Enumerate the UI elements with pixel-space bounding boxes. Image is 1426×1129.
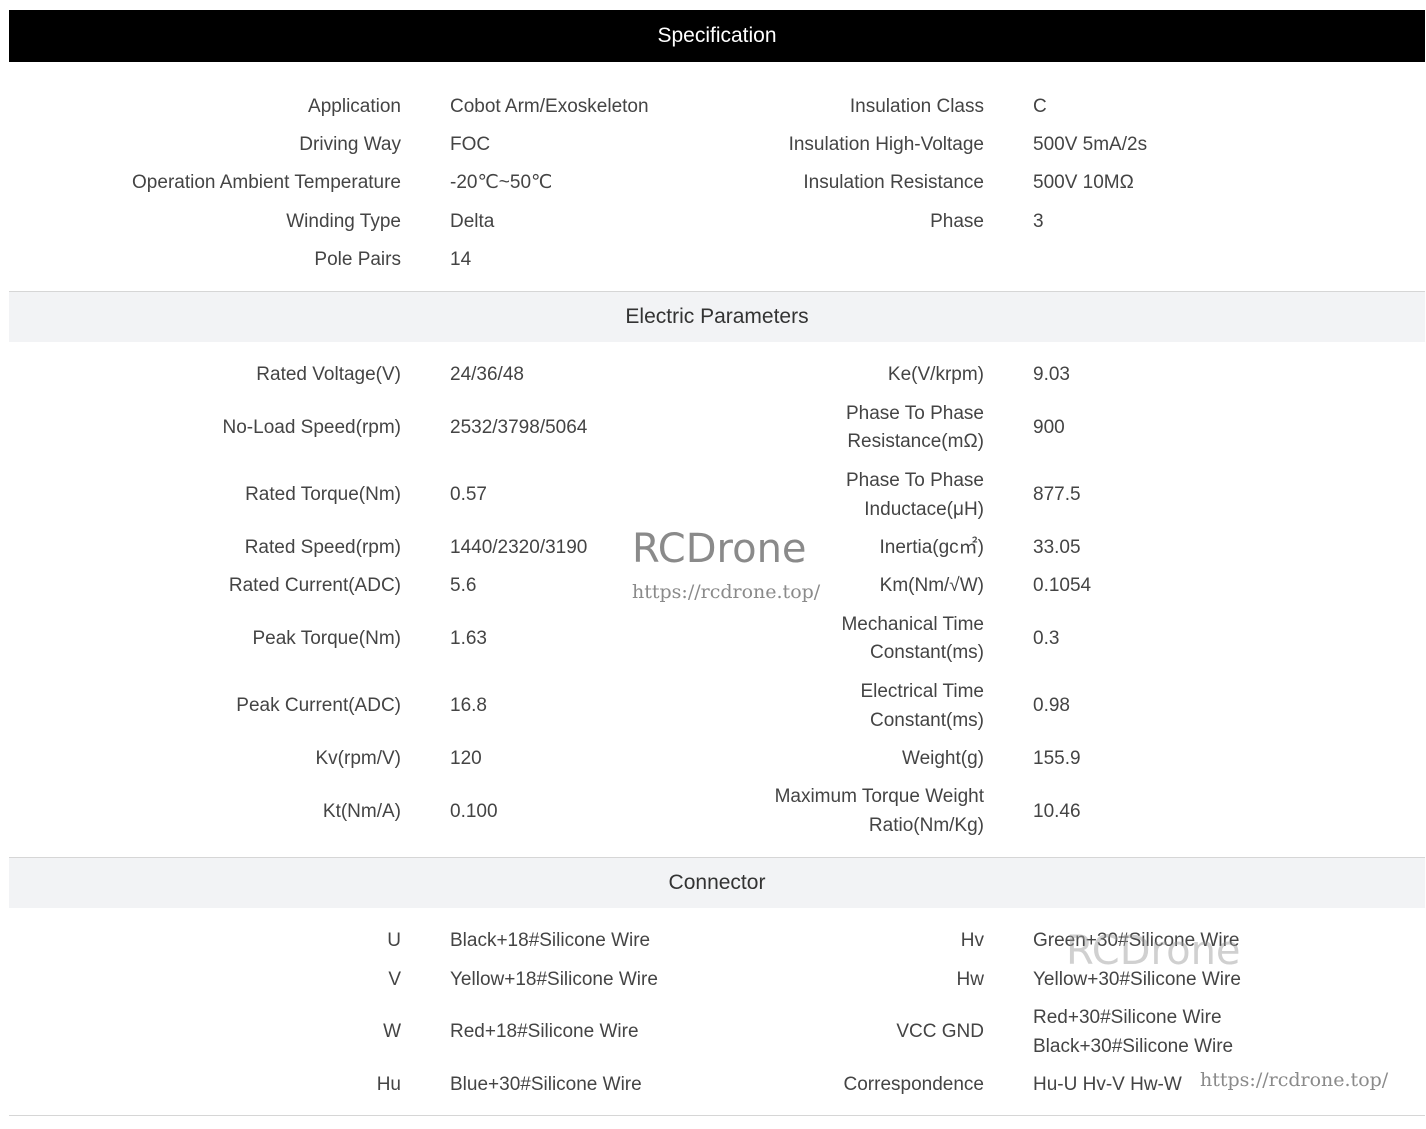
spec-label: Driving Way xyxy=(299,134,401,155)
spec-label: Insulation Resistance xyxy=(803,172,984,193)
connector-label: W xyxy=(383,1021,401,1042)
section-title: Connector xyxy=(668,871,766,894)
electric-label-line2: Inductace(μH) xyxy=(864,499,984,520)
watermark-url: https://rcdrone.top/ xyxy=(632,581,821,603)
watermark-url-bottom: https://rcdrone.top/ xyxy=(1200,1069,1389,1091)
spec-label: Insulation Class xyxy=(849,96,984,117)
spec-label: Operation Ambient Temperature xyxy=(132,172,401,193)
electric-label: Inertia(gc㎡) xyxy=(879,537,984,558)
spec-label: Phase xyxy=(930,211,984,232)
electric-value: 155.9 xyxy=(1033,748,1081,769)
electric-value: 0.1054 xyxy=(1033,575,1092,596)
electric-label: Ke(V/krpm) xyxy=(887,364,984,385)
connector-value: Yellow+30#Silicone Wire xyxy=(1033,969,1241,990)
connector-label: V xyxy=(388,969,401,990)
connector-value: Blue+30#Silicone Wire xyxy=(450,1074,642,1095)
connector-value: Red+30#Silicone Wire xyxy=(1033,1007,1222,1028)
electric-label: No-Load Speed(rpm) xyxy=(222,417,401,438)
electric-label: Rated Speed(rpm) xyxy=(244,537,401,558)
watermark-brand-faint: RCDrone xyxy=(1066,928,1241,974)
electric-label: Kv(rpm/V) xyxy=(315,748,402,769)
electric-value: 877.5 xyxy=(1033,484,1081,505)
connector-label: Hv xyxy=(960,930,984,951)
spec-value: 500V 5mA/2s xyxy=(1033,134,1148,155)
electric-value: 2532/3798/5064 xyxy=(450,417,588,438)
electric-label-line2: Resistance(mΩ) xyxy=(847,431,984,452)
connector-value: Hu-U Hv-V Hw-W xyxy=(1033,1074,1182,1095)
spec-value: 500V 10MΩ xyxy=(1033,172,1134,193)
section-header-connector: Connector xyxy=(9,857,1425,908)
electric-value: 1.63 xyxy=(450,628,487,649)
connector-label: Hu xyxy=(376,1074,401,1095)
section-header-specification: Specification xyxy=(9,10,1425,62)
electric-label: Electrical Time xyxy=(860,681,984,702)
spec-value: Delta xyxy=(450,211,495,232)
section-title: Electric Parameters xyxy=(625,305,809,328)
spec-value: 14 xyxy=(450,249,472,270)
connector-label: Hw xyxy=(956,969,984,990)
connector-value: Red+18#Silicone Wire xyxy=(450,1021,639,1042)
electric-value: 0.98 xyxy=(1033,695,1070,716)
electric-label: Peak Current(ADC) xyxy=(236,695,401,716)
section-header-electric-parameters: Electric Parameters xyxy=(9,291,1425,342)
electric-value: 1440/2320/3190 xyxy=(450,537,588,558)
electric-label-line2: Constant(ms) xyxy=(869,642,984,663)
electric-value: 900 xyxy=(1033,417,1065,438)
spec-value: Cobot Arm/Exoskeleton xyxy=(450,96,649,117)
electric-label: Km(Nm/√W) xyxy=(879,575,984,596)
electric-value: 33.05 xyxy=(1033,537,1081,558)
connector-value-line2: Black+30#Silicone Wire xyxy=(1033,1036,1234,1057)
spec-label: Application xyxy=(308,96,401,117)
electric-label: Kt(Nm/A) xyxy=(322,801,401,822)
connector-label: Correspondence xyxy=(843,1074,984,1095)
spec-label: Insulation High-Voltage xyxy=(788,134,984,155)
electric-label: Peak Torque(Nm) xyxy=(252,628,401,649)
section-title: Specification xyxy=(657,24,777,47)
connector-value: Black+18#Silicone Wire xyxy=(450,930,651,951)
electric-label: Rated Torque(Nm) xyxy=(245,484,401,505)
electric-value: 24/36/48 xyxy=(450,364,524,385)
electric-label-line2: Ratio(Nm/Kg) xyxy=(868,815,984,836)
electric-value: 120 xyxy=(450,748,482,769)
spec-value: 3 xyxy=(1033,211,1044,232)
connector-value: Green+30#Silicone Wire xyxy=(1033,930,1240,951)
electric-value: 0.100 xyxy=(450,801,498,822)
electric-label: Mechanical Time xyxy=(841,614,984,635)
spec-label: Pole Pairs xyxy=(314,249,401,270)
bottom-divider xyxy=(9,1115,1425,1116)
electric-value: 0.57 xyxy=(450,484,487,505)
electric-value: 0.3 xyxy=(1033,628,1060,649)
spec-value: -20℃~50℃ xyxy=(450,172,553,193)
electric-label: Rated Voltage(V) xyxy=(256,364,401,385)
watermark-brand: RCDrone xyxy=(632,526,807,572)
electric-value: 9.03 xyxy=(1033,364,1070,385)
electric-label: Maximum Torque Weight xyxy=(774,786,984,807)
electric-label: Weight(g) xyxy=(901,748,984,769)
electric-label: Phase To Phase xyxy=(845,470,984,491)
connector-label: U xyxy=(387,930,401,951)
spec-value: C xyxy=(1033,96,1047,117)
electric-value: 5.6 xyxy=(450,575,477,596)
connector-label: VCC GND xyxy=(896,1021,984,1042)
electric-value: 16.8 xyxy=(450,695,487,716)
electric-label: Rated Current(ADC) xyxy=(228,575,401,596)
electric-label: Phase To Phase xyxy=(845,403,984,424)
connector-value: Yellow+18#Silicone Wire xyxy=(450,969,658,990)
electric-label-line2: Constant(ms) xyxy=(869,710,984,731)
electric-value: 10.46 xyxy=(1033,801,1081,822)
spec-label: Winding Type xyxy=(286,211,401,232)
spec-value: FOC xyxy=(450,134,491,155)
